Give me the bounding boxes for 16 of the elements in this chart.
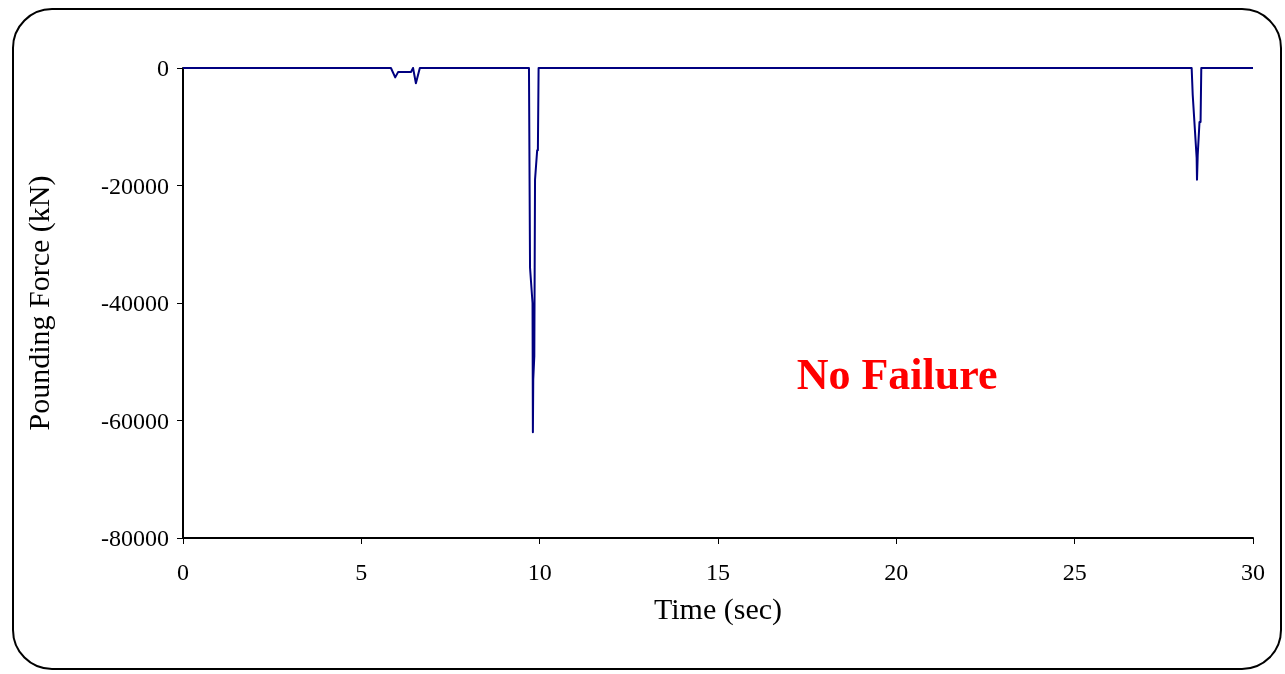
y-tick-label: -60000: [101, 407, 169, 434]
x-tick-label: 20: [884, 559, 909, 585]
y-tick-label: 0: [157, 55, 169, 81]
annotation: No Failure: [796, 349, 998, 399]
y-axis-title: Pounding Force (kN): [21, 175, 56, 431]
x-tick-label: 25: [1062, 559, 1087, 585]
line-series: [182, 67, 1254, 434]
x-tick-label: 15: [706, 559, 730, 585]
x-tick-label: 5: [355, 559, 368, 585]
y-tick-label: -20000: [101, 172, 169, 199]
x-axis-title: Time (sec): [653, 591, 783, 626]
y-tick-label: -40000: [101, 290, 169, 316]
x-tick-label: 10: [527, 559, 552, 585]
x-tick-label: 30: [1241, 559, 1265, 585]
y-tick-label: -80000: [101, 525, 169, 551]
x-tick-label: 0: [177, 559, 189, 585]
